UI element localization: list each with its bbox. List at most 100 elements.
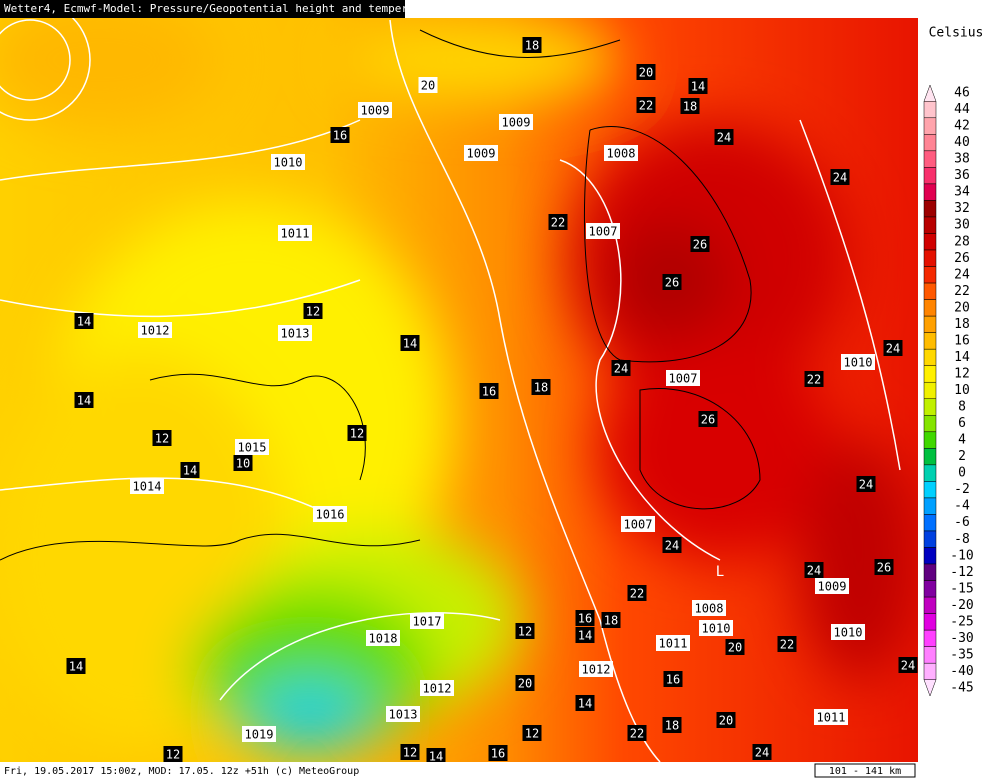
- isobar-label: 1013: [281, 327, 310, 341]
- isobar-label-box: [313, 506, 347, 522]
- temperature-label-box: [180, 462, 200, 478]
- temperature-label: 16: [491, 747, 505, 761]
- legend-swatch: [923, 547, 937, 565]
- temperature-label: 22: [551, 216, 565, 230]
- temperature-label-box: [515, 675, 535, 691]
- legend-label: 30: [954, 218, 970, 233]
- legend-swatch: [923, 398, 937, 416]
- isobar-label: 1008: [607, 147, 636, 161]
- isobar-label: 1017: [413, 615, 442, 629]
- temperature-label: 18: [683, 100, 697, 114]
- legend-swatch: [923, 596, 937, 614]
- legend-label: 12: [954, 366, 970, 381]
- legend-swatch: [923, 299, 937, 317]
- legend-label: 34: [954, 185, 970, 200]
- legend-swatch: [923, 167, 937, 185]
- temperature-label: 24: [901, 659, 915, 673]
- isobar-label-box: [586, 223, 620, 239]
- isobar-label-box: [242, 726, 276, 742]
- temperature-label: 20: [518, 677, 532, 691]
- legend-swatch: [923, 563, 937, 581]
- temperature-label: 18: [525, 39, 539, 53]
- scale-text: 101 - 141 km: [829, 766, 901, 777]
- legend-swatch: [923, 629, 937, 647]
- temperature-label: 14: [691, 80, 705, 94]
- isobar-label-box: [814, 709, 848, 725]
- legend-swatch: [923, 233, 937, 251]
- legend-swatch: [923, 84, 937, 102]
- temperature-label-box: [611, 360, 631, 376]
- legend-unit: Celsius: [929, 26, 984, 41]
- temperature-label-box: [522, 725, 542, 741]
- temperature-label: 14: [578, 697, 592, 711]
- temperature-label-box: [804, 371, 824, 387]
- temperature-label-box: [330, 127, 350, 143]
- temperature-label-box: [400, 335, 420, 351]
- isobar-label: 1009: [818, 580, 847, 594]
- temperature-label: 16: [578, 612, 592, 626]
- temperature-label: 12: [155, 432, 169, 446]
- isobar-label: 1014: [133, 480, 162, 494]
- isobar-label: 1010: [702, 622, 731, 636]
- isobar-label-box: [499, 114, 533, 130]
- legend-label: 26: [954, 251, 970, 266]
- temperature-label: 26: [877, 561, 891, 575]
- temperature-label-box: [627, 585, 647, 601]
- temperature-label: 14: [403, 337, 417, 351]
- legend-swatch: [923, 101, 937, 119]
- isobar-label: 1007: [669, 372, 698, 386]
- legend-label: 4: [958, 433, 966, 448]
- legend-label: 8: [958, 400, 966, 415]
- isobar-label: 1010: [844, 356, 873, 370]
- legend-swatch: [923, 282, 937, 300]
- temperature-label-box: [426, 748, 446, 764]
- legend-swatch: [923, 448, 937, 466]
- temperature-label: 20: [639, 66, 653, 80]
- legend-label: 46: [954, 86, 970, 101]
- legend-label: -40: [950, 664, 973, 679]
- temperature-label-box: [575, 610, 595, 626]
- legend-label: 40: [954, 135, 970, 150]
- temperature-label-box: [777, 636, 797, 652]
- legend-swatch: [923, 216, 937, 234]
- isobar-label-box: [386, 706, 420, 722]
- legend-label: 18: [954, 317, 970, 332]
- temperature-label: 10: [236, 457, 250, 471]
- temperature-label: 18: [604, 614, 618, 628]
- temperature-label-box: [74, 313, 94, 329]
- isobars: [0, 0, 900, 762]
- temperature-label: 14: [69, 660, 83, 674]
- isobar-label-box: [410, 613, 444, 629]
- isobar-label: 1011: [659, 637, 688, 651]
- temperature-label-box: [688, 78, 708, 94]
- isobar-label-box: [841, 354, 875, 370]
- temperature-label-box: [690, 236, 710, 252]
- temperature-label-box: [662, 537, 682, 553]
- isobar-label: 1012: [141, 324, 170, 338]
- isobar-label-box: [692, 600, 726, 616]
- isobar-label-box: [420, 680, 454, 696]
- temperature-label: 26: [693, 238, 707, 252]
- temperature-label: 14: [429, 750, 443, 764]
- isobar-label-box: [666, 370, 700, 386]
- low-pressure-marker: L: [716, 564, 724, 580]
- temperature-label-box: [663, 671, 683, 687]
- legend-swatch: [923, 613, 937, 631]
- temperature-label-box: [725, 639, 745, 655]
- temperature-label: 22: [639, 99, 653, 113]
- temperature-label: 12: [518, 625, 532, 639]
- temperature-label-box: [662, 274, 682, 290]
- temperature-label-box: [233, 455, 253, 471]
- isobar-label: 1008: [695, 602, 724, 616]
- legend-swatch: [923, 481, 937, 499]
- isobar-label-box: [464, 145, 498, 161]
- legend-label: -25: [950, 614, 973, 629]
- temperature-label: 16: [333, 129, 347, 143]
- temperature-label-box: [714, 129, 734, 145]
- temperature-label-box: [804, 562, 824, 578]
- isobar-label-box: [831, 624, 865, 640]
- legend-swatch: [923, 464, 937, 482]
- legend-swatch: [923, 183, 937, 201]
- legend-label: 10: [954, 383, 970, 398]
- temperature-label-box: [680, 98, 700, 114]
